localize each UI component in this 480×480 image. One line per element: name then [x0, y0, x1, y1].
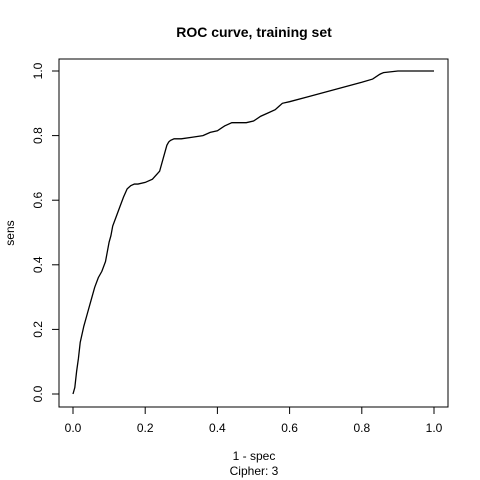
y-tick-label: 1.0	[31, 62, 45, 79]
x-tick-label: 0.0	[65, 421, 82, 435]
x-axis: 0.0 0.2 0.4 0.6 0.8 1.0	[65, 406, 443, 435]
x-axis-label: 1 - spec	[233, 449, 276, 463]
y-tick-label: 0.8	[31, 127, 45, 144]
y-tick-label: 0.6	[31, 192, 45, 209]
x-tick-label: 1.0	[426, 421, 443, 435]
plot-frame	[58, 58, 449, 408]
y-axis-label: sens	[3, 220, 17, 245]
y-tick-label: 0.2	[31, 321, 45, 338]
x-tick-label: 0.6	[281, 421, 298, 435]
x-tick-label: 0.2	[137, 421, 154, 435]
chart-title: ROC curve, training set	[176, 24, 332, 40]
x-tick-label: 0.8	[353, 421, 370, 435]
x-tick-label: 0.4	[209, 421, 226, 435]
y-tick-label: 0.4	[31, 256, 45, 273]
y-axis: 0.0 0.2 0.4 0.6 0.8 1.0	[31, 62, 60, 402]
y-tick-label: 0.0	[31, 385, 45, 402]
series-line	[72, 70, 434, 395]
x-axis-sublabel: Cipher: 3	[230, 464, 279, 478]
